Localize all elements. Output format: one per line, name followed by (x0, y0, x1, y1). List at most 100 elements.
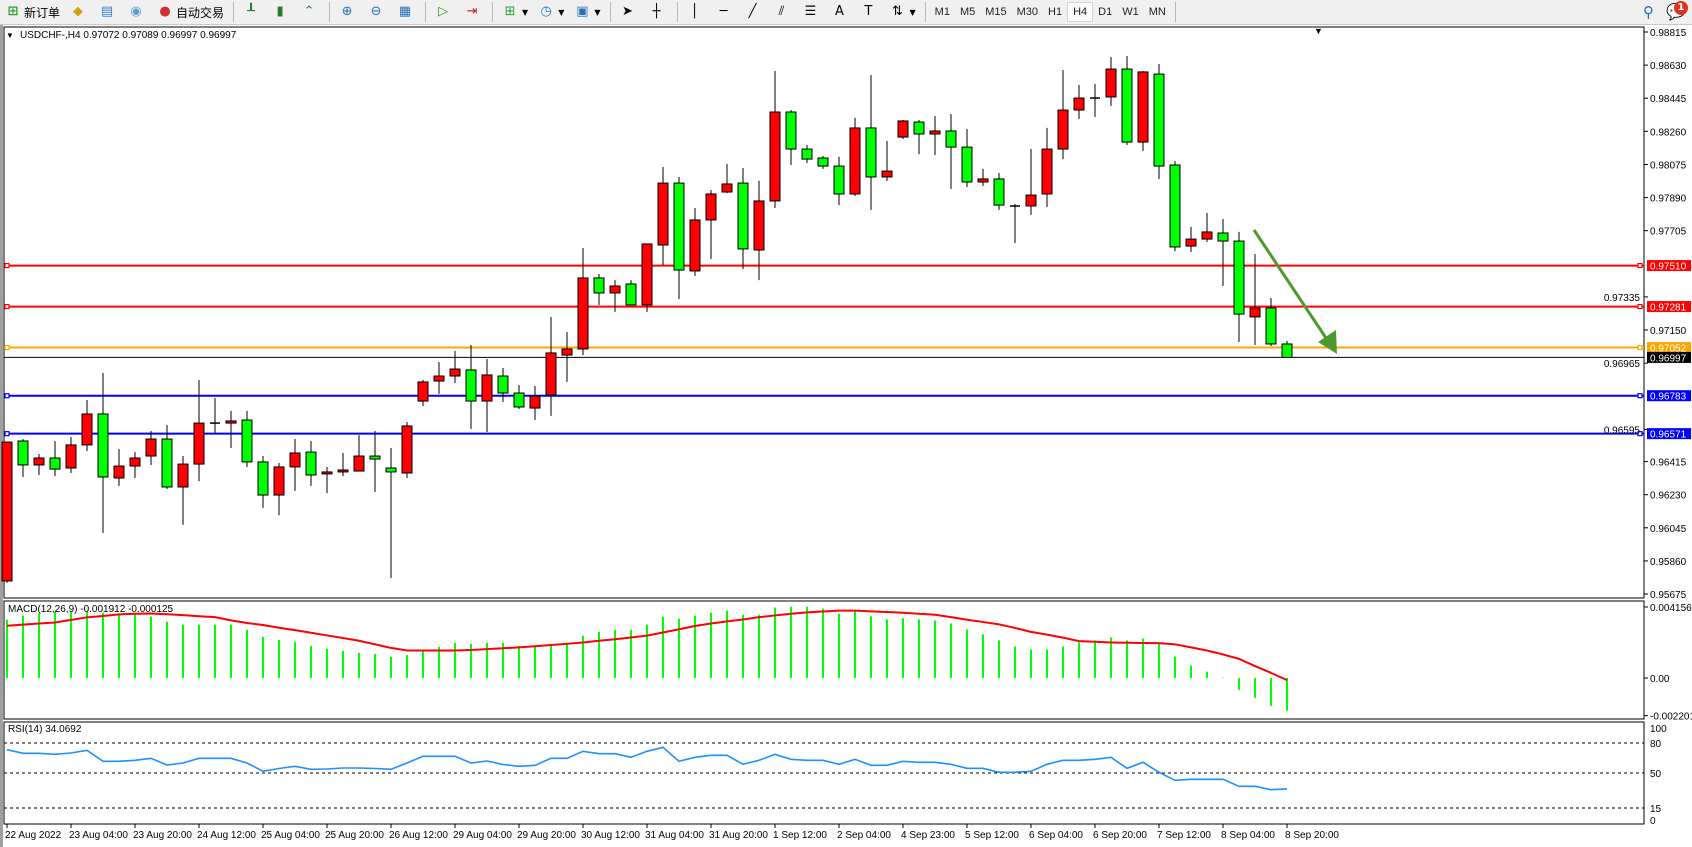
bar-chart-button[interactable]: ┸ (239, 1, 266, 23)
candle[interactable] (897, 120, 909, 140)
timeframe-m30[interactable]: M30 (1016, 6, 1039, 18)
candle[interactable] (673, 176, 685, 300)
candle[interactable] (353, 435, 365, 472)
text-label-button[interactable]: T (857, 1, 884, 23)
candle[interactable] (817, 156, 829, 169)
candle[interactable] (193, 379, 205, 482)
cursor-button[interactable]: ➤ (616, 1, 643, 23)
timeframe-m5[interactable]: M5 (959, 6, 976, 18)
candle[interactable] (1, 441, 13, 583)
candle[interactable] (1217, 219, 1229, 286)
candle[interactable] (577, 248, 589, 356)
candle[interactable] (241, 410, 253, 467)
candle[interactable] (49, 440, 61, 477)
candle[interactable] (433, 362, 445, 394)
candle[interactable] (561, 331, 573, 382)
candle[interactable] (1073, 84, 1085, 119)
level-handle[interactable] (1637, 393, 1643, 399)
candle[interactable] (33, 454, 45, 475)
auto-trading-button[interactable]: ● 自动交易 (153, 1, 228, 23)
level-handle[interactable] (4, 393, 10, 399)
candle[interactable] (865, 74, 877, 210)
trendline-button[interactable]: ╱ (741, 1, 768, 23)
candle[interactable] (145, 430, 157, 465)
candle[interactable] (1169, 161, 1181, 252)
candle[interactable] (625, 280, 637, 306)
level-handle[interactable] (1637, 431, 1643, 437)
candle[interactable] (689, 207, 701, 276)
fibo-retracement-button[interactable]: ☰ (799, 1, 826, 23)
candle[interactable] (1153, 64, 1165, 179)
candle[interactable] (401, 422, 413, 479)
candlestick-button[interactable]: ▮ (268, 1, 295, 23)
candle[interactable] (609, 280, 621, 312)
zoom-out-button[interactable]: ⊖ (364, 1, 391, 23)
candle[interactable] (593, 273, 605, 305)
candle[interactable] (225, 410, 237, 448)
candle[interactable] (913, 120, 925, 155)
level-handle[interactable] (4, 262, 10, 269)
candle[interactable] (321, 466, 333, 494)
candle[interactable] (785, 110, 797, 165)
timeframe-m1[interactable]: M1 (934, 6, 950, 18)
candle[interactable] (113, 449, 125, 486)
level-handle[interactable] (4, 344, 10, 351)
chart-shift-marker-icon[interactable]: ▼ (1314, 26, 1323, 36)
candle[interactable] (177, 456, 189, 525)
candle[interactable] (961, 129, 973, 188)
level-handle[interactable] (1637, 344, 1643, 351)
candle[interactable] (1057, 69, 1069, 160)
candle[interactable] (1025, 149, 1037, 215)
crosshair-button[interactable]: ┼ (645, 1, 672, 23)
candle[interactable] (529, 386, 541, 421)
chart-shift-button[interactable]: ⇥ (460, 1, 487, 23)
candle[interactable] (801, 144, 813, 164)
candle[interactable] (17, 439, 29, 477)
vertical-line-button[interactable]: │ (683, 1, 710, 23)
candle[interactable] (129, 452, 141, 479)
candle[interactable] (929, 115, 941, 155)
level-handle[interactable] (1637, 303, 1643, 310)
chart-window[interactable]: ▼ 0.98815 0.98630 0.98445 0.98260 0.98075 0.9… (0, 25, 1692, 847)
candle[interactable] (977, 168, 989, 186)
timeframe-h1[interactable]: H1 (1048, 6, 1063, 18)
candle[interactable] (1185, 226, 1197, 252)
trend-arrow[interactable] (1252, 229, 1337, 354)
candle[interactable] (513, 384, 525, 409)
signals-button[interactable]: ◉ (124, 1, 151, 23)
zoom-in-button[interactable]: ⊕ (335, 1, 362, 23)
candle[interactable] (641, 243, 653, 312)
search-icon[interactable]: ⚲ (1643, 3, 1654, 21)
candle[interactable] (1041, 127, 1053, 208)
fibo-channel-button[interactable]: ⫽ (770, 1, 797, 23)
candle[interactable] (257, 456, 269, 508)
candle[interactable] (545, 316, 557, 416)
indicators-button[interactable]: ⊞ ▼ (498, 1, 532, 23)
candle[interactable] (945, 113, 957, 189)
candle[interactable] (65, 437, 77, 474)
candle[interactable] (1281, 340, 1293, 358)
candle[interactable] (369, 430, 381, 492)
text-button[interactable]: A (828, 1, 855, 23)
candle[interactable] (161, 425, 173, 489)
candle[interactable] (1249, 253, 1261, 346)
autoscroll-button[interactable]: ▷ (431, 1, 458, 23)
candle[interactable] (81, 399, 93, 452)
timeframe-mn[interactable]: MN (1148, 6, 1166, 18)
timeframe-h4[interactable]: H4 (1067, 2, 1094, 22)
candle[interactable] (737, 168, 749, 269)
horizontal-line-button[interactable]: ─ (712, 1, 739, 23)
timeframe-w1[interactable]: W1 (1122, 6, 1139, 18)
line-chart-button[interactable]: ⌃ (297, 1, 324, 23)
candle[interactable] (449, 350, 461, 383)
candle[interactable] (1105, 57, 1117, 106)
candle[interactable] (1010, 204, 1020, 244)
candle[interactable] (721, 163, 733, 194)
candle[interactable] (1265, 297, 1277, 346)
candle[interactable] (337, 452, 349, 477)
timeframe-m15[interactable]: M15 (985, 6, 1007, 18)
candle[interactable] (385, 447, 397, 578)
candle[interactable] (881, 141, 893, 181)
candle[interactable] (657, 166, 669, 266)
candle[interactable] (1121, 55, 1133, 145)
